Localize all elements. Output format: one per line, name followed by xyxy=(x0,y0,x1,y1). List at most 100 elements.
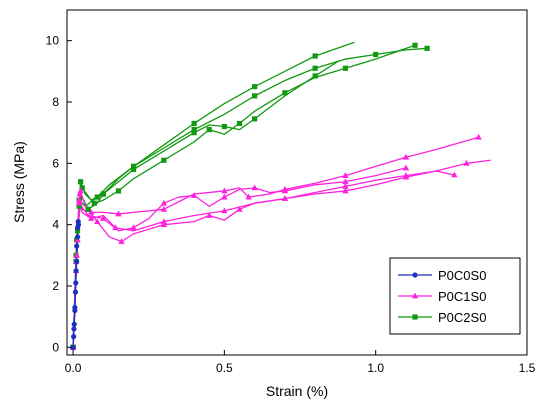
legend-marker-p0c1s0 xyxy=(411,292,419,299)
data-point-p0c2s0 xyxy=(191,130,197,136)
data-point-p0c1s0 xyxy=(402,164,410,171)
data-point-p0c2s0 xyxy=(91,200,97,206)
data-point-p0c0s0 xyxy=(74,258,80,265)
data-point-p0c1s0 xyxy=(76,190,83,197)
y-tick-label: 6 xyxy=(52,156,59,170)
data-point-p0c2s0 xyxy=(252,116,258,122)
data-point-p0c2s0 xyxy=(312,73,318,79)
data-point-p0c2s0 xyxy=(282,90,288,96)
data-point-p0c1s0 xyxy=(118,238,125,244)
data-point-p0c2s0 xyxy=(236,120,243,127)
data-point-p0c0s0 xyxy=(72,289,79,295)
data-point-p0c1s0 xyxy=(112,224,119,231)
legend-label-p0c2s0: P0C2S0 xyxy=(438,310,486,325)
data-point-p0c1s0 xyxy=(160,218,168,224)
y-tick-label: 10 xyxy=(46,34,60,48)
y-tick-label: 8 xyxy=(52,95,59,109)
y-tick-label: 0 xyxy=(52,340,59,354)
y-tick-label: 2 xyxy=(52,279,59,293)
series-line-p0c2s0 xyxy=(72,44,416,348)
x-tick-label: 1.5 xyxy=(519,361,536,375)
x-axis-title: Strain (%) xyxy=(266,383,328,399)
data-point-p0c1s0 xyxy=(281,195,289,201)
data-point-p0c1s0 xyxy=(281,187,289,194)
data-point-p0c2s0 xyxy=(130,166,137,173)
data-point-p0c1s0 xyxy=(402,153,410,160)
data-point-p0c1s0 xyxy=(342,178,349,185)
data-point-p0c1s0 xyxy=(236,205,243,212)
data-point-p0c2s0 xyxy=(342,65,349,71)
legend-marker-p0c2s0 xyxy=(412,314,418,320)
data-point-p0c2s0 xyxy=(191,120,197,127)
data-point-p0c1s0 xyxy=(75,199,83,206)
data-point-p0c2s0 xyxy=(76,203,82,209)
data-point-p0c0s0 xyxy=(72,304,78,311)
data-point-p0c1s0 xyxy=(190,192,198,198)
data-point-p0c1s0 xyxy=(160,199,168,206)
markers-layer xyxy=(69,42,482,350)
legend-label-p0c1s0: P0C1S0 xyxy=(438,289,486,304)
data-point-p0c2s0 xyxy=(252,93,258,99)
legend: P0C0S0 P0C1S0 P0C2S0 xyxy=(389,257,521,335)
data-point-p0c1s0 xyxy=(451,171,458,178)
data-point-p0c2s0 xyxy=(100,191,106,197)
data-point-p0c1s0 xyxy=(100,215,107,221)
data-point-p0c0s0 xyxy=(74,234,81,240)
data-point-p0c1s0 xyxy=(245,193,252,200)
series-line-p0c2s0 xyxy=(72,60,340,348)
series-line-p0c1s0 xyxy=(72,167,407,348)
data-point-p0c0s0 xyxy=(71,326,77,332)
data-point-p0c1s0 xyxy=(221,207,228,214)
data-point-p0c0s0 xyxy=(71,321,77,327)
data-point-p0c0s0 xyxy=(75,222,82,228)
y-axis-title: Stress (MPa) xyxy=(11,141,27,223)
data-point-p0c2s0 xyxy=(191,127,197,133)
data-point-p0c0s0 xyxy=(70,344,76,350)
data-point-p0c2s0 xyxy=(206,127,212,133)
data-point-p0c1s0 xyxy=(463,159,470,166)
data-point-p0c1s0 xyxy=(115,210,122,217)
series-line-p0c1s0 xyxy=(72,170,455,348)
data-point-p0c0s0 xyxy=(73,280,79,286)
plot-area xyxy=(66,9,528,356)
y-axis: 0 2 4 6 8 10 xyxy=(46,34,72,354)
y-tick-label: 4 xyxy=(52,218,59,232)
data-point-p0c1s0 xyxy=(160,221,168,228)
data-point-p0c1s0 xyxy=(402,172,410,178)
data-point-p0c2s0 xyxy=(115,188,122,194)
data-point-p0c1s0 xyxy=(342,172,349,178)
data-point-p0c2s0 xyxy=(78,179,84,185)
data-point-p0c1s0 xyxy=(73,251,80,258)
x-tick-label: 0.0 xyxy=(65,361,82,375)
data-point-p0c2s0 xyxy=(221,123,227,130)
data-point-p0c1s0 xyxy=(88,215,95,221)
data-point-p0c1s0 xyxy=(94,218,101,224)
data-point-p0c0s0 xyxy=(74,243,80,249)
data-point-p0c2s0 xyxy=(94,194,100,200)
data-point-p0c1s0 xyxy=(221,193,228,200)
data-point-p0c0s0 xyxy=(71,334,77,340)
data-point-p0c2s0 xyxy=(424,45,430,51)
data-point-p0c2s0 xyxy=(79,185,85,191)
data-point-p0c2s0 xyxy=(74,228,81,234)
x-axis: 0.0 0.5 1.0 1.5 xyxy=(65,350,536,375)
data-point-p0c0s0 xyxy=(73,268,79,274)
data-point-p0c1s0 xyxy=(342,187,349,194)
data-point-p0c2s0 xyxy=(130,163,137,169)
data-point-p0c2s0 xyxy=(312,53,318,59)
legend-marker-p0c0s0 xyxy=(412,272,418,278)
x-tick-label: 0.5 xyxy=(216,361,233,375)
data-point-p0c2s0 xyxy=(412,42,418,48)
data-point-p0c2s0 xyxy=(312,65,318,71)
x-tick-label: 1.0 xyxy=(367,361,384,375)
legend-label-p0c0s0: P0C0S0 xyxy=(438,268,486,283)
data-point-p0c1s0 xyxy=(75,196,83,203)
data-point-p0c1s0 xyxy=(342,182,349,189)
data-point-p0c1s0 xyxy=(475,133,482,140)
data-point-p0c2s0 xyxy=(85,206,91,212)
data-point-p0c2s0 xyxy=(252,84,258,90)
data-point-p0c1s0 xyxy=(88,209,95,215)
data-point-p0c2s0 xyxy=(161,157,167,163)
data-point-p0c1s0 xyxy=(160,205,168,212)
